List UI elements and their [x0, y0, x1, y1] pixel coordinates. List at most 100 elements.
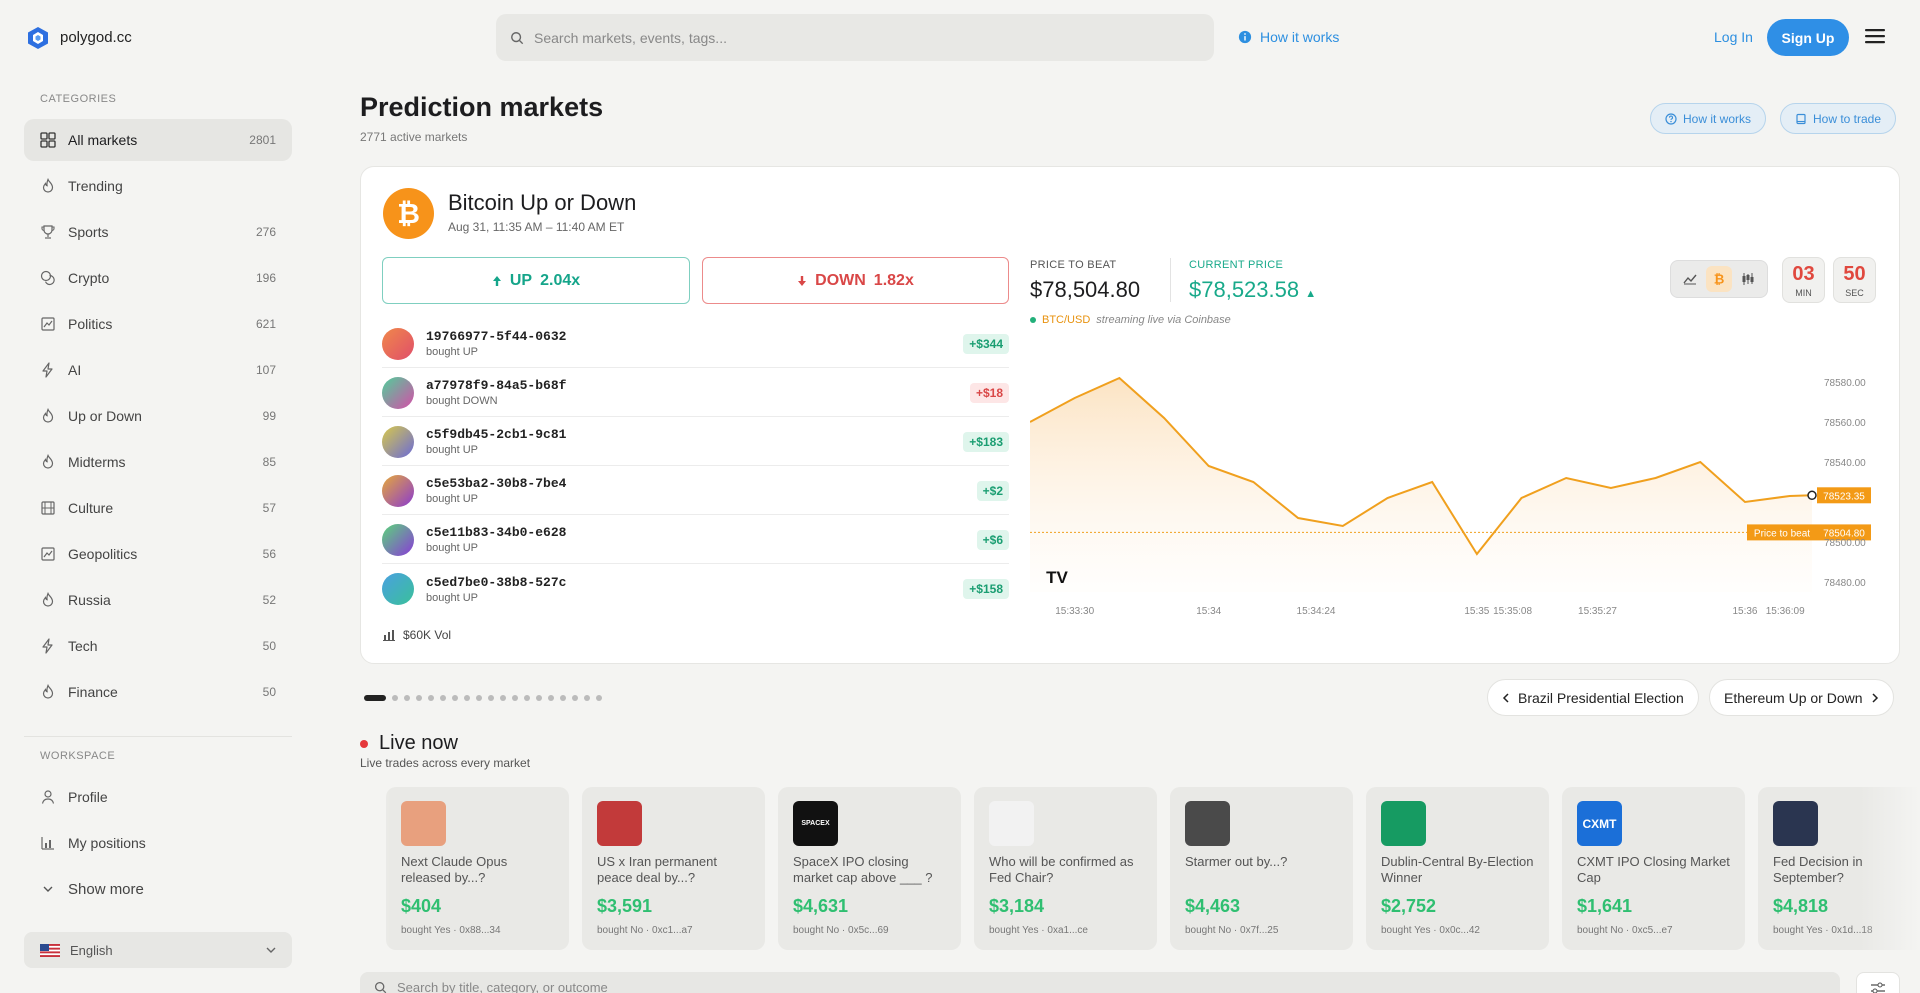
carousel-dot[interactable] — [428, 695, 434, 701]
live-trade-card[interactable]: US x Iran permanent peace deal by...? $3,… — [582, 787, 765, 950]
last-price-label: 78523.35 — [1823, 491, 1865, 502]
buy-down-button[interactable]: DOWN 1.82x — [702, 257, 1009, 304]
tradingview-logo-text: TV — [1046, 568, 1068, 587]
carousel-dot[interactable] — [536, 695, 542, 701]
sidebar-item-trending[interactable]: Trending — [24, 165, 292, 207]
live-trade-card[interactable]: Starmer out by...? $4,463 bought No · 0x7f… — [1170, 787, 1353, 950]
how-it-works-link[interactable]: How it works — [1238, 29, 1339, 45]
current-price-value: $78,523.58 ▲ — [1189, 277, 1316, 303]
carousel-dot[interactable] — [524, 695, 530, 701]
carousel-dot[interactable] — [596, 695, 602, 701]
page-title: Prediction markets — [360, 92, 604, 122]
hamburger-menu-icon[interactable] — [1865, 28, 1885, 44]
carousel-dot[interactable] — [488, 695, 494, 701]
sidebar-item-geopolitics[interactable]: Geopolitics 56 — [24, 533, 292, 575]
trade-row[interactable]: a77978f9-84a5-b68f bought DOWN +$18 — [382, 369, 1009, 417]
sidebar-item-culture[interactable]: Culture 57 — [24, 487, 292, 529]
live-card-footer: bought Yes · 0xa1...ce — [989, 925, 1088, 936]
sidebar-item-show-more[interactable]: Show more — [24, 868, 292, 910]
live-trade-card[interactable]: Dublin-Central By-Election Winner $2,752 b… — [1366, 787, 1549, 950]
avatar — [382, 474, 414, 507]
sliders-icon — [1871, 982, 1885, 993]
language-select[interactable]: English — [24, 932, 292, 968]
trade-info: c5e11b83-34b0-e628 bought UP — [426, 525, 566, 554]
market-search-bar[interactable]: Search by title, category, or outcome — [360, 972, 1840, 993]
sidebar-item-politics[interactable]: Politics 621 — [24, 303, 292, 345]
sidebar-item-finance[interactable]: Finance 50 — [24, 671, 292, 713]
carousel-dot[interactable] — [512, 695, 518, 701]
how-it-works-button[interactable]: How it works — [1650, 103, 1767, 134]
sidebar-item-tech[interactable]: Tech 50 — [24, 625, 292, 667]
live-trade-card[interactable]: CXMT CXMT IPO Closing Market Cap $1,641 bou… — [1562, 787, 1745, 950]
filter-button[interactable] — [1856, 972, 1900, 993]
search-bar[interactable]: Search markets, events, tags... — [496, 14, 1214, 61]
live-trade-card[interactable]: Who will be confirmed as Fed Chair? $3,18… — [974, 787, 1157, 950]
sidebar-item-count: 50 — [262, 639, 276, 653]
sidebar-item-label: AI — [68, 362, 82, 378]
search-input[interactable]: Search markets, events, tags... — [534, 29, 727, 46]
trade-id: c5ed7be0-38b8-527c — [426, 574, 567, 590]
sidebar-item-profile[interactable]: Profile — [24, 776, 292, 818]
sidebar-item-crypto[interactable]: Crypto 196 — [24, 257, 292, 299]
carousel-dot[interactable] — [584, 695, 590, 701]
market-title[interactable]: Bitcoin Up or Down — [448, 190, 637, 215]
candlestick-icon[interactable] — [1735, 266, 1761, 292]
sidebar-item-count: 196 — [255, 271, 276, 285]
trade-row[interactable]: c5ed7be0-38b8-527c bought UP +$158 — [382, 565, 1009, 613]
sidebar-item-label: Geopolitics — [68, 546, 138, 562]
sidebar-item-count: 85 — [262, 455, 276, 469]
help-circle-icon — [1665, 112, 1677, 125]
sidebar-item-label: Culture — [68, 500, 114, 516]
carousel-dot[interactable] — [572, 695, 578, 701]
carousel-dot[interactable] — [392, 695, 398, 701]
carousel-dot[interactable] — [440, 695, 446, 701]
sidebar-item-label: My positions — [68, 835, 146, 851]
sidebar-item-midterms[interactable]: Midterms 85 — [24, 441, 292, 483]
carousel-dot[interactable] — [476, 695, 482, 701]
sidebar-item-ai[interactable]: AI 107 — [24, 349, 292, 391]
trade-row[interactable]: c5e11b83-34b0-e628 bought UP +$6 — [382, 516, 1009, 564]
bitcoin-chart-icon[interactable]: ₿ — [1705, 266, 1732, 292]
stream-note: streaming live via Coinbase — [1096, 314, 1231, 326]
x-tick-label: 15:35 — [1464, 606, 1489, 617]
price-to-beat-value: $78,504.80 — [1030, 277, 1141, 302]
trade-info: c5ed7be0-38b8-527c bought UP — [426, 575, 566, 604]
sidebar-item-all-markets[interactable]: All markets 2801 — [24, 119, 292, 161]
carousel-dots[interactable] — [364, 695, 602, 701]
logo-icon[interactable] — [26, 26, 50, 50]
carousel-dot[interactable] — [416, 695, 422, 701]
carousel-dot[interactable] — [364, 695, 386, 701]
carousel-dot[interactable] — [452, 695, 458, 701]
carousel-dot[interactable] — [548, 695, 554, 701]
carousel-prev-button[interactable]: Brazil Presidential Election — [1487, 679, 1699, 716]
buy-up-button[interactable]: UP 2.04x — [382, 257, 690, 304]
pair-label: BTC/USD — [1042, 314, 1091, 326]
line-chart-icon[interactable] — [1677, 266, 1703, 292]
sidebar-item-sports[interactable]: Sports 276 — [24, 211, 292, 253]
carousel-dot[interactable] — [560, 695, 566, 701]
search-icon — [374, 981, 387, 993]
live-trade-card[interactable]: Next Claude Opus released by...? $404 boug… — [386, 787, 569, 950]
how-to-trade-button[interactable]: How to trade — [1780, 103, 1897, 134]
thumbnail-text: SPACEX — [801, 820, 830, 827]
trade-row[interactable]: c5f9db45-2cb1-9c81 bought UP +$183 — [382, 418, 1009, 466]
live-trade-card[interactable]: SPACEX SpaceX IPO closing market cap abov… — [778, 787, 961, 950]
volume-info: $60K Vol — [383, 628, 451, 642]
x-tick-label: 15:35:08 — [1493, 606, 1532, 617]
login-button[interactable]: Log In — [1714, 29, 1753, 45]
price-chart[interactable]: Price to beat 78504.80 78523.35 78580.00 785… — [1030, 362, 1890, 622]
sidebar-item-russia[interactable]: Russia 52 — [24, 579, 292, 621]
carousel-next-button[interactable]: Ethereum Up or Down — [1709, 679, 1894, 716]
sidebar-item-up-or-down[interactable]: Up or Down 99 — [24, 395, 292, 437]
chart-type-toggle[interactable]: ₿ — [1670, 260, 1768, 298]
carousel-dot[interactable] — [500, 695, 506, 701]
carousel-dot[interactable] — [404, 695, 410, 701]
logo-text[interactable]: polygod.cc — [60, 29, 132, 46]
signup-button[interactable]: Sign Up — [1767, 19, 1849, 56]
sidebar-item-my-positions[interactable]: My positions — [24, 822, 292, 864]
sidebar-item-count: 276 — [255, 225, 276, 239]
market-search-input[interactable]: Search by title, category, or outcome — [397, 979, 608, 993]
trade-row[interactable]: 19766977-5f44-0632 bought UP +$344 — [382, 320, 1009, 368]
trade-row[interactable]: c5e53ba2-30b8-7be4 bought UP +$2 — [382, 467, 1009, 515]
carousel-dot[interactable] — [464, 695, 470, 701]
